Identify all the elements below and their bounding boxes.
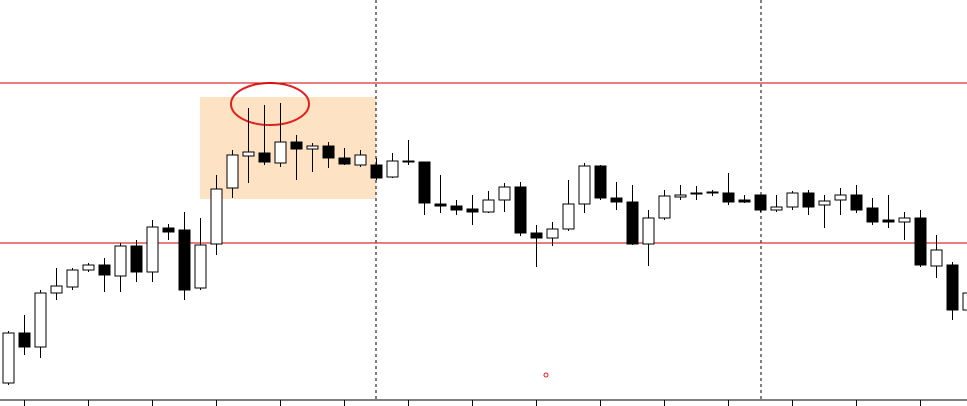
candle-body [130,245,143,273]
highlight-zone [200,97,376,199]
candle-body [738,199,751,203]
candle-body [258,152,271,163]
candle-body [946,264,959,311]
candle-body [338,157,351,165]
candle-body [434,203,447,207]
candle-body [306,145,319,150]
candle-body [34,292,47,348]
candle-body [450,205,463,211]
candle-body [226,154,239,189]
candle-body [882,219,895,223]
candle-body [18,332,31,348]
candle-body [706,191,719,194]
candle-body [626,201,639,245]
candle-body [962,292,967,311]
candle-body [722,192,735,203]
candle-body [274,141,287,164]
candle-body [114,245,127,277]
candle-body [786,192,799,208]
candle-body [578,165,591,205]
candle-body [642,217,655,245]
candle-body [402,160,415,163]
candle-body [770,206,783,211]
candle-body [562,203,575,230]
candle-body [482,199,495,213]
candle-body [146,226,159,273]
candle-body [674,194,687,198]
candle-body [386,160,399,178]
marker-dot [543,372,549,378]
candle-body [754,194,767,211]
candle-body [546,228,559,239]
candle-body [866,207,879,223]
candle-body [658,195,671,219]
candle-body [242,151,255,157]
candle-body [194,244,207,289]
candle-body [898,217,911,223]
candle-body [802,192,815,208]
candle-body [914,217,927,266]
candle-body [514,186,527,234]
candle-body [50,285,63,294]
candle-body [66,269,79,288]
candle-body [178,229,191,291]
candle-body [498,186,511,201]
candle-body [162,227,175,233]
candle-body [98,264,111,276]
candle-body [82,264,95,271]
candle-body [594,165,607,199]
candle-body [610,197,623,203]
candle-body [466,208,479,213]
candle-body [290,141,303,150]
candle-body [210,188,223,245]
candle-body [930,249,943,267]
candle-body [850,194,863,211]
candle-body [322,145,335,159]
candle-body [370,164,383,179]
candle-body [690,192,703,195]
candle-body [530,232,543,239]
candle-body [818,200,831,206]
candle-body [354,154,367,166]
candle-body [834,194,847,201]
candle-body [418,161,431,204]
plot-area [0,82,967,406]
candle-body [2,332,15,384]
